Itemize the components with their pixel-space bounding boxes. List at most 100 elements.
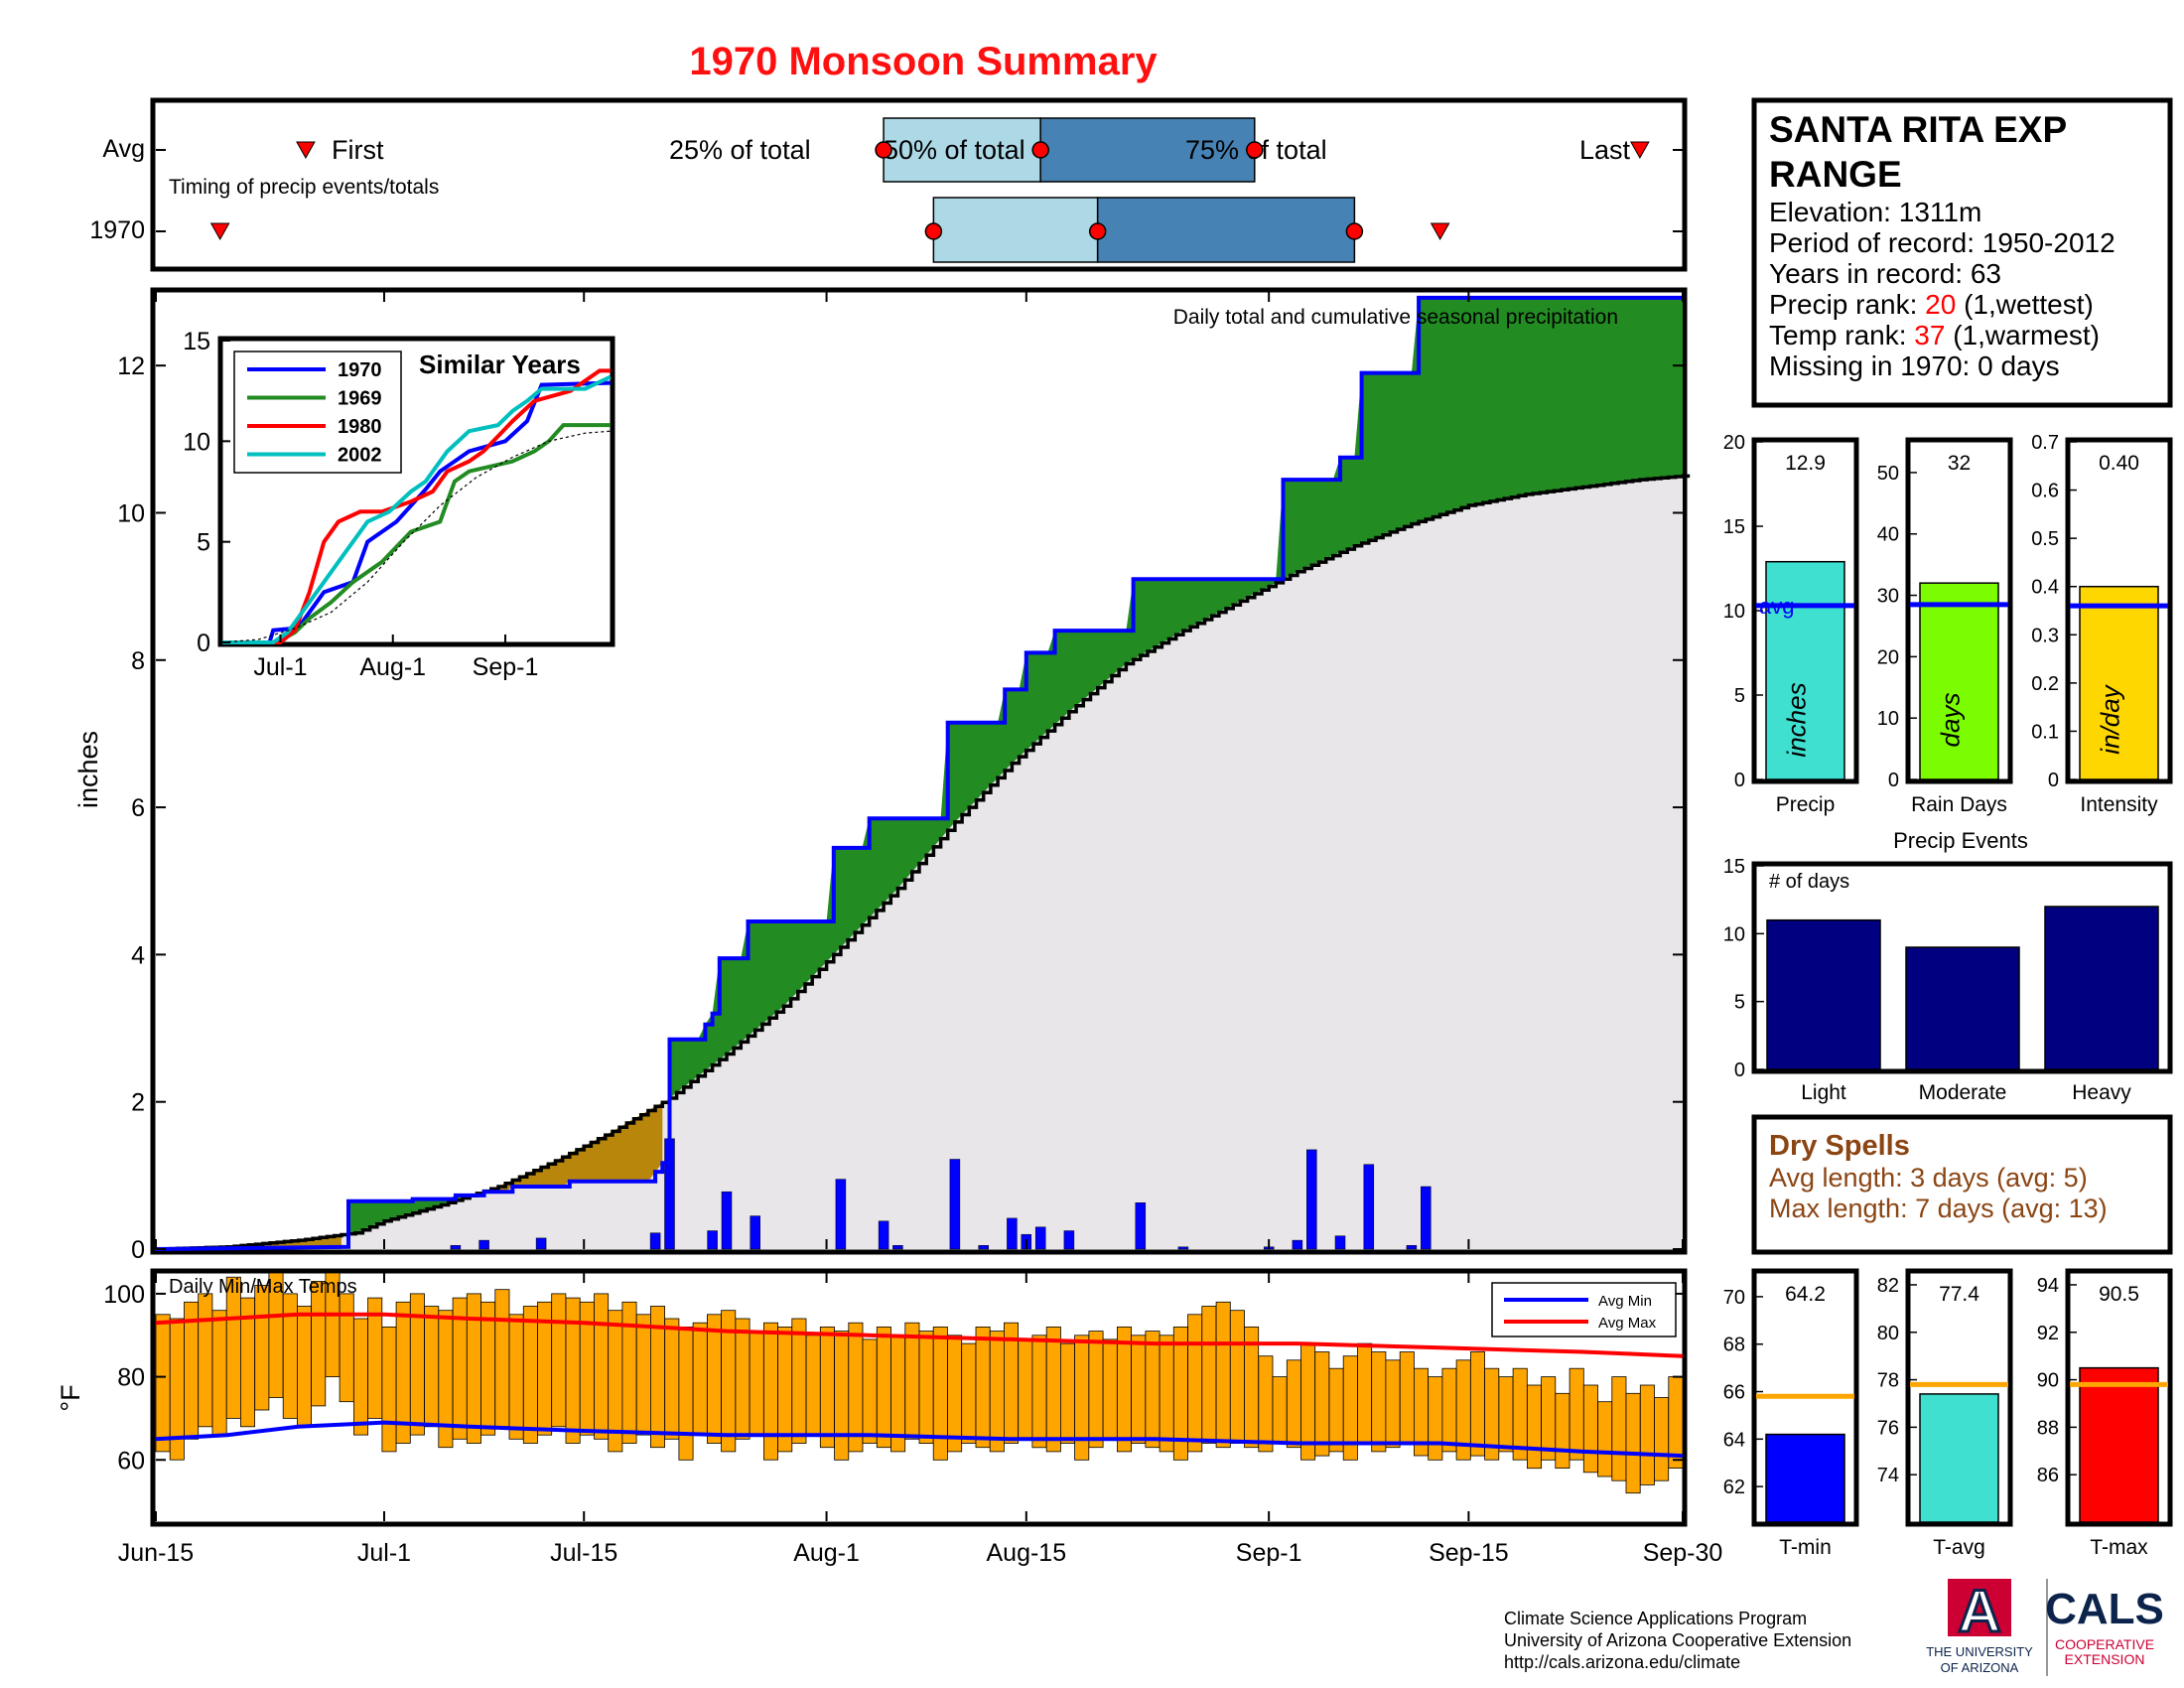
daily-temp-bar bbox=[1625, 1392, 1641, 1494]
inset-line-2002 bbox=[222, 374, 612, 644]
daily-temp-bar bbox=[904, 1322, 920, 1440]
small-panel-ytick-label: 15 bbox=[1723, 516, 1745, 538]
daily-temp-bar bbox=[1639, 1384, 1655, 1485]
daily-precip-bar bbox=[892, 1245, 903, 1250]
right-panels: 12.905101520inchesPrecipavg3201020304050… bbox=[1723, 432, 2173, 1559]
small-panel-ytick-label: 92 bbox=[2037, 1323, 2059, 1344]
daily-temp-bar bbox=[1045, 1327, 1061, 1453]
cals-logo-line1: COOPERATIVE bbox=[2055, 1636, 2154, 1652]
precip-event-bar-light bbox=[1766, 918, 1881, 1070]
daily-temp-bar bbox=[834, 1331, 850, 1461]
year-q1-box bbox=[932, 197, 1099, 263]
daily-precip-bar bbox=[949, 1159, 961, 1250]
daily-temp-bar bbox=[1031, 1335, 1047, 1449]
small-panel-ytick-label: 94 bbox=[2037, 1275, 2059, 1297]
precip-event-ytick-label: 0 bbox=[1734, 1059, 1745, 1081]
daily-temp-bar bbox=[1357, 1342, 1373, 1444]
x-tick-label: Jun-15 bbox=[118, 1539, 194, 1567]
x-axis: Jun-15 Jul-1 Jul-15 Aug-1 Aug-15 Sep-1 Sep-15 S… bbox=[118, 292, 1722, 1567]
timing-row-label-year: 1970 bbox=[89, 216, 145, 244]
small-panel-value: 64.2 bbox=[1785, 1283, 1826, 1306]
x-tick-label: Sep-1 bbox=[1236, 1539, 1302, 1567]
small-panel-bar bbox=[1919, 1393, 1999, 1523]
main-ytick-label: 2 bbox=[131, 1089, 145, 1117]
temp-ytick-label: 100 bbox=[103, 1281, 145, 1309]
daily-temp-bar bbox=[565, 1297, 581, 1444]
daily-temp-bar bbox=[311, 1281, 327, 1407]
footer-line2: University of Arizona Cooperative Extens… bbox=[1504, 1630, 1851, 1650]
small-panel-bar bbox=[1919, 582, 1999, 780]
temperature-chart: 60 80 100 Daily Min/Max Temps °F Avg Min A… bbox=[56, 1268, 1688, 1527]
daily-precip-bar bbox=[1363, 1164, 1375, 1250]
precip-events-chart: Precip Events # of days Light Moderate Hea… bbox=[1723, 828, 2173, 1104]
inset-legend-label: 1980 bbox=[338, 416, 382, 438]
daily-temp-bar bbox=[1201, 1306, 1217, 1444]
inset-ytick-label: 10 bbox=[183, 428, 210, 456]
daily-temp-bar bbox=[198, 1293, 213, 1428]
daily-temp-bar bbox=[1131, 1335, 1147, 1445]
daily-temp-bar bbox=[777, 1327, 793, 1453]
year-q2-box bbox=[1096, 197, 1356, 263]
daily-temp-bar bbox=[819, 1327, 835, 1449]
small-panel-bar bbox=[1765, 560, 1845, 780]
dry-spells-box: Dry Spells Avg length: 3 days (avg: 5) M… bbox=[1751, 1114, 2173, 1255]
small-panel-ytick-label: 0.7 bbox=[2031, 432, 2059, 454]
precip-event-ytick-label: 15 bbox=[1723, 856, 1745, 878]
daily-temp-bar bbox=[749, 1331, 764, 1436]
daily-precip-bar bbox=[1177, 1246, 1189, 1250]
year-percentile-dot bbox=[1088, 222, 1107, 240]
year-percentile-dot bbox=[1345, 222, 1364, 240]
daily-temp-bar bbox=[1582, 1384, 1598, 1474]
daily-temp-bar bbox=[594, 1293, 610, 1440]
avg-min-line bbox=[155, 1420, 1684, 1459]
cals-logo: CALS COOPERATIVE EXTENSION bbox=[2045, 1585, 2164, 1667]
small-panel-label: Rain Days bbox=[1911, 793, 2007, 816]
main-ytick-label: 10 bbox=[117, 499, 145, 527]
precip-avg-label: avg bbox=[1759, 594, 1794, 619]
daily-temp-bar bbox=[1088, 1331, 1104, 1449]
timing-last-label: Last bbox=[1579, 135, 1631, 165]
small-panel-ytick-label: 90 bbox=[2037, 1370, 2059, 1392]
daily-temp-bar bbox=[352, 1318, 368, 1436]
small-panel-ytick-label: 20 bbox=[1877, 646, 1899, 668]
dry-spells-max: Max length: 7 days (avg: 13) bbox=[1769, 1194, 2108, 1223]
small-panel-ytick-label: 64 bbox=[1723, 1429, 1745, 1451]
daily-precip-bar bbox=[1421, 1186, 1432, 1250]
small-panel-ytick-label: 88 bbox=[2037, 1417, 2059, 1439]
small-panel-label: Precip bbox=[1776, 793, 1836, 816]
daily-precip-bar bbox=[1007, 1217, 1018, 1250]
small-panel-unit: in/day bbox=[2096, 683, 2125, 754]
avg-q2-box bbox=[1039, 117, 1256, 183]
small-panel-ytick-label: 10 bbox=[1877, 708, 1899, 730]
main-ytick-label: 0 bbox=[131, 1236, 145, 1264]
station-elevation: Elevation: 1311m bbox=[1769, 197, 1981, 227]
daily-temp-bar bbox=[1385, 1359, 1401, 1449]
daily-temp-bar bbox=[664, 1318, 680, 1440]
daily-temp-bar bbox=[1060, 1342, 1076, 1444]
small-panel-bar bbox=[1765, 1433, 1845, 1523]
daily-precip-bar bbox=[835, 1179, 847, 1250]
inset-legend-label: 1969 bbox=[338, 388, 382, 410]
small-panel-ytick-label: 76 bbox=[1877, 1417, 1899, 1439]
small-panel-ytick-label: 86 bbox=[2037, 1465, 2059, 1486]
cals-logo-text: CALS bbox=[2045, 1585, 2164, 1633]
daily-temp-bar bbox=[480, 1301, 496, 1436]
daily-temp-bar bbox=[1555, 1392, 1570, 1470]
ua-logo-block bbox=[1948, 1579, 2011, 1636]
small-panel-unit: inches bbox=[1782, 682, 1812, 757]
daily-temp-bar bbox=[848, 1322, 864, 1453]
daily-precip-bar bbox=[478, 1239, 489, 1250]
small-panel-rain-days: 32 0 10 20 30 40 50 days Rain Days bbox=[1877, 437, 2013, 816]
daily-temp-bar bbox=[1441, 1367, 1457, 1453]
temp-legend-min-label: Avg Min bbox=[1598, 1293, 1652, 1310]
daily-temp-bar bbox=[1229, 1310, 1245, 1444]
daily-temp-bar bbox=[1314, 1351, 1330, 1457]
small-panel-ytick-label: 0.2 bbox=[2031, 673, 2059, 695]
daily-temp-bar bbox=[932, 1327, 948, 1461]
daily-temp-bar bbox=[735, 1318, 751, 1440]
small-panel-ytick-label: 62 bbox=[1723, 1477, 1745, 1498]
daily-precip-bar bbox=[450, 1245, 462, 1250]
ua-logo-letter: A bbox=[1958, 1578, 2000, 1644]
daily-temp-bar bbox=[961, 1342, 977, 1444]
